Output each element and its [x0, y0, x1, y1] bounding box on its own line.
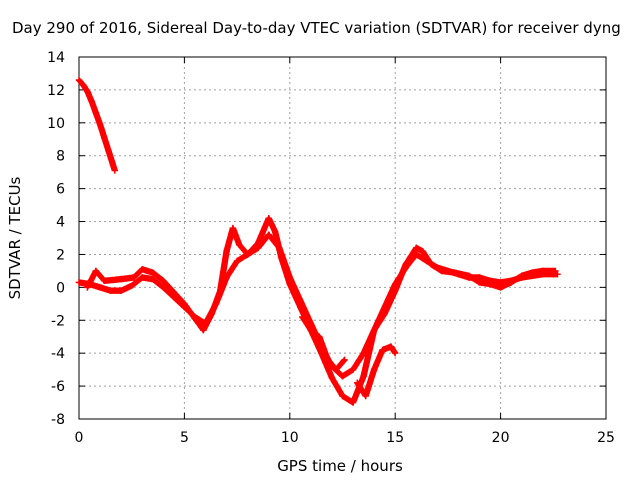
y-tick-label: 14 — [47, 50, 65, 66]
series-track — [299, 313, 348, 373]
plot-frame — [78, 56, 607, 420]
series-mid-scatter — [299, 313, 348, 373]
y-tick-label: 12 — [47, 83, 65, 99]
series-early-decline — [75, 76, 119, 174]
x-tick-label: 15 — [386, 430, 404, 446]
chart-title: Day 290 of 2016, Sidereal Day-to-day VTE… — [12, 19, 621, 37]
series-secondary-track — [84, 215, 559, 406]
x-tick-label: 25 — [597, 430, 615, 446]
y-tick-label: 4 — [56, 215, 65, 231]
series-late-branch — [354, 343, 399, 400]
x-tick-label: 10 — [281, 430, 299, 446]
y-tick-label: 6 — [56, 182, 65, 198]
series-track — [84, 215, 558, 406]
series-track — [354, 343, 398, 400]
x-tick-label: 20 — [492, 430, 510, 446]
y-tick-label: 2 — [56, 247, 65, 263]
y-axis-label: SDTVAR / TECUs — [6, 176, 24, 299]
grid — [79, 57, 606, 419]
series-track — [75, 76, 118, 173]
x-tick-label: 0 — [75, 430, 84, 446]
y-tick-label: -4 — [51, 346, 65, 362]
y-tick-label: 10 — [47, 116, 65, 132]
x-axis-label: GPS time / hours — [277, 457, 403, 475]
y-tick-label: -8 — [51, 412, 65, 428]
y-tick-label: -6 — [51, 379, 65, 395]
x-tick-label: 5 — [180, 430, 189, 446]
ticks: 0 5 10 15 20 25 -8 -6 -4 -2 0 2 4 6 8 10 12 14 — [47, 50, 615, 446]
y-tick-label: -2 — [51, 313, 65, 329]
data-points — [75, 76, 561, 406]
series-main-track — [75, 231, 561, 380]
series-track — [75, 231, 560, 380]
y-tick-label: 0 — [56, 280, 65, 296]
y-tick-label: 8 — [56, 149, 65, 165]
